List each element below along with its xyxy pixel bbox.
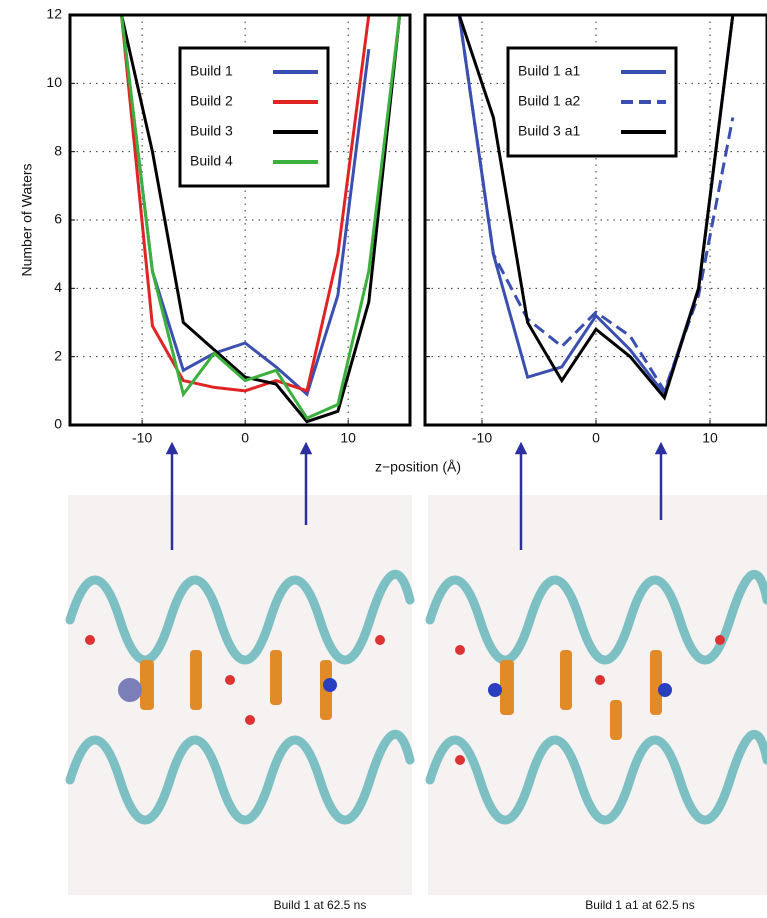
arrows bbox=[165, 441, 668, 550]
series-line bbox=[120, 15, 371, 397]
legend-label: Build 1 a1 bbox=[518, 63, 580, 79]
legend-label: Build 3 bbox=[190, 123, 233, 139]
plot-area bbox=[457, 15, 735, 401]
axes-frame bbox=[68, 13, 412, 427]
legend-label: Build 1 a2 bbox=[518, 93, 580, 109]
x-tick-label: 10 bbox=[340, 430, 356, 446]
series-line bbox=[120, 15, 402, 421]
y-tick-label: 12 bbox=[46, 6, 62, 22]
y-tick-label: 2 bbox=[54, 347, 62, 363]
legend-label: Build 1 bbox=[190, 63, 233, 79]
y-axis-label: Number of Waters bbox=[19, 163, 35, 276]
plot-area bbox=[120, 15, 402, 424]
series-line bbox=[457, 15, 735, 401]
x-tick-label: 0 bbox=[241, 430, 249, 446]
y-tick-label: 10 bbox=[46, 74, 62, 90]
y-tick-label: 8 bbox=[54, 142, 62, 158]
y-tick-label: 4 bbox=[54, 279, 62, 295]
molecule-panels: Build 1 at 62.5 ns Build 1 a1 at 62.5 ns bbox=[65, 441, 767, 912]
x-tick-label: -10 bbox=[132, 430, 152, 446]
side-chains bbox=[140, 650, 662, 740]
x-tick-label: 10 bbox=[702, 430, 718, 446]
y-tick-label: 6 bbox=[54, 211, 62, 227]
legend-label: Build 2 bbox=[190, 93, 233, 109]
legend-label: Build 4 bbox=[190, 153, 233, 169]
molecule-image-right bbox=[428, 495, 767, 895]
caption: Build 1 a1 at 62.5 ns bbox=[585, 898, 694, 912]
axes-frame bbox=[423, 13, 767, 427]
waters bbox=[85, 635, 725, 765]
x-axis-label: z−position (Å) bbox=[375, 459, 461, 475]
x-tick-label: -10 bbox=[472, 430, 492, 446]
legend-label: Build 3 a1 bbox=[518, 123, 580, 139]
x-tick-label: 0 bbox=[592, 430, 600, 446]
series-line bbox=[120, 15, 371, 393]
series-line bbox=[120, 15, 402, 424]
y-tick-label: 0 bbox=[54, 416, 62, 432]
caption: Build 1 at 62.5 ns bbox=[274, 898, 367, 912]
